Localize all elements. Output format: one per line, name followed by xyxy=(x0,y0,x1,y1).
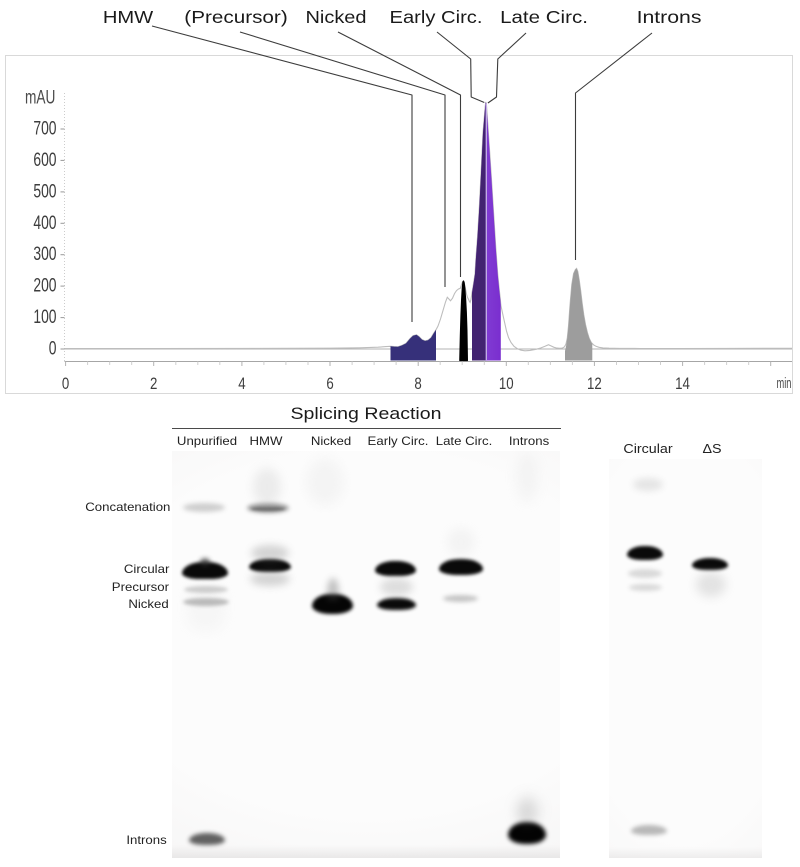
svg-text:200: 200 xyxy=(33,274,56,296)
svg-text:10: 10 xyxy=(499,375,514,394)
svg-text:14: 14 xyxy=(675,375,690,394)
svg-text:8: 8 xyxy=(414,375,421,394)
svg-text:min: min xyxy=(777,375,792,392)
svg-text:6: 6 xyxy=(326,375,333,394)
svg-text:4: 4 xyxy=(238,375,246,394)
svg-text:100: 100 xyxy=(33,306,56,328)
svg-text:mAU: mAU xyxy=(25,86,55,108)
svg-text:300: 300 xyxy=(33,243,56,265)
svg-text:Late Circ.: Late Circ. xyxy=(500,8,588,28)
svg-text:400: 400 xyxy=(33,212,56,234)
svg-text:600: 600 xyxy=(33,149,56,171)
svg-text:(Precursor): (Precursor) xyxy=(184,7,287,27)
svg-text:700: 700 xyxy=(33,117,56,139)
svg-text:Early Circ.: Early Circ. xyxy=(390,8,483,28)
svg-text:0: 0 xyxy=(62,375,69,394)
svg-text:500: 500 xyxy=(33,180,56,202)
svg-text:0: 0 xyxy=(49,337,57,359)
svg-text:Nicked: Nicked xyxy=(305,8,366,28)
svg-text:2: 2 xyxy=(150,375,157,394)
svg-text:12: 12 xyxy=(587,375,602,394)
svg-text:Introns: Introns xyxy=(637,7,702,27)
svg-text:HMW: HMW xyxy=(103,8,153,28)
